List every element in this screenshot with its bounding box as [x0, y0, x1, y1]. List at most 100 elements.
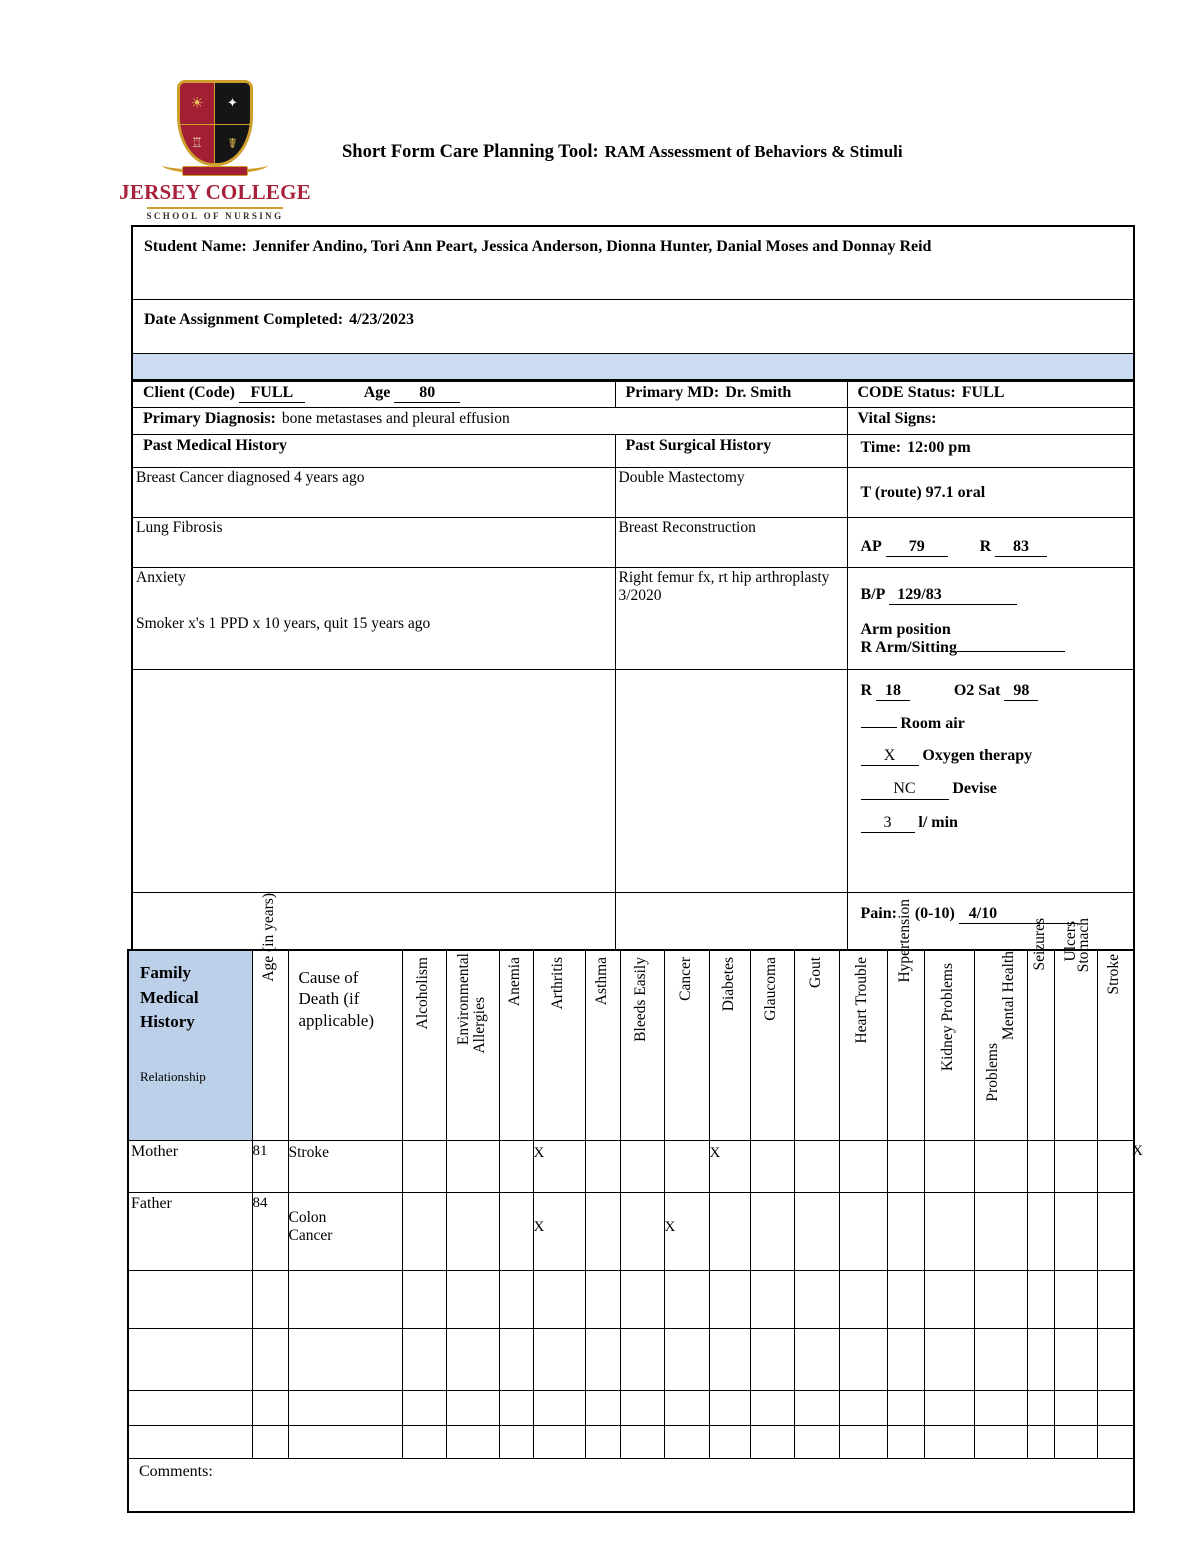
- mark-cell: [886, 1191, 925, 1271]
- pmh-item-cell: Breast Cancer diagnosed 4 years ago: [131, 466, 616, 518]
- fmh-empty-row: [127, 1327, 1135, 1391]
- bp-value: 129/83: [889, 586, 1018, 605]
- mark-cell: [445, 1191, 500, 1271]
- col-label: Allergies: [470, 997, 488, 1054]
- fmh-col-alcoholism: Alcoholism: [401, 949, 447, 1141]
- mark-x: X: [1132, 1142, 1143, 1159]
- document-title: Short Form Care Planning Tool: RAM Assess…: [342, 80, 903, 225]
- mark-cell: [749, 1139, 795, 1193]
- room-air-label: Room air: [900, 714, 965, 732]
- temperature-value: T (route) 97.1 oral: [860, 483, 986, 501]
- mark-cell: [886, 1139, 925, 1193]
- fmh-col-cause-of-death: Cause of Death (if applicable): [287, 949, 403, 1141]
- crest-shield-icon: ☀ ✦ ♖ ☤: [177, 80, 253, 166]
- col-label: Mental Health: [999, 951, 1017, 1041]
- primary-md-cell: Primary MD: Dr. Smith: [614, 379, 848, 408]
- student-name-label: Student Name:: [144, 238, 247, 255]
- col-label: Arthritis: [549, 957, 566, 1010]
- psh-title: Past Surgical History: [625, 436, 772, 454]
- cause-cell: Colon Cancer: [287, 1191, 403, 1271]
- fmh-empty-row: [127, 1389, 1135, 1426]
- flow-value: 3: [860, 814, 915, 834]
- col-label: Diabetes: [719, 957, 737, 1012]
- fmh-col-glaucoma: Glaucoma: [749, 949, 795, 1141]
- fmh-col-seizures: Seizures: [1026, 918, 1055, 1141]
- client-code-row: Client (Code) FULL Age 80 Primary MD: Dr.…: [131, 379, 1135, 408]
- mark-cell: [1053, 1139, 1098, 1193]
- cause-header: Cause of Death (if applicable): [298, 968, 375, 1030]
- mark-cell: [663, 1139, 710, 1193]
- code-status-label: CODE Status:: [857, 383, 956, 401]
- fmh-row-father: Father 84 Colon Cancer X X: [127, 1191, 1135, 1271]
- fmh-col-diabetes: Diabetes: [708, 949, 751, 1141]
- col-label: Alcoholism: [414, 957, 431, 1030]
- client-code-cell: Client (Code) FULL Age 80: [131, 379, 616, 408]
- caduceus-icon: ☤: [215, 124, 250, 163]
- o2sat-label: O2 Sat: [953, 681, 1001, 699]
- mark-cell: [1026, 1139, 1055, 1193]
- bp-label: B/P: [860, 585, 886, 603]
- diagnosis-cell: Primary Diagnosis: bone metastases and pl…: [131, 406, 848, 435]
- mark-cell: [749, 1191, 795, 1271]
- mark-cell: [1026, 1191, 1055, 1271]
- col-label: Kidney Problems: [939, 963, 956, 1072]
- fmh-title-cell: Family Medical History Relationship: [127, 949, 253, 1141]
- student-name-value: Jennifer Andino, Tori Ann Peart, Jessica…: [252, 238, 932, 255]
- mark-cell: X: [708, 1139, 751, 1193]
- diagnosis-row: Primary Diagnosis: bone metastases and pl…: [131, 406, 1135, 435]
- ap-value: 79: [885, 538, 948, 557]
- comments-cell: Comments:: [127, 1457, 1135, 1513]
- document-header: ☀ ✦ ♖ ☤ JERSEY COLLEGE SCHOOL OF NURSING…: [0, 0, 1200, 225]
- relation-cell: Mother: [127, 1139, 253, 1193]
- fmh-col-asthma: Asthma: [584, 949, 621, 1141]
- fmh-col-mental-health-problems: Mental Health Problems: [973, 949, 1028, 1141]
- col-label: Glaucoma: [762, 957, 779, 1021]
- col-label: Bleeds Easily: [632, 957, 649, 1042]
- o2sat-value: 98: [1004, 682, 1039, 701]
- assignment-date-cell: Date Assignment Completed: 4/23/2023: [131, 298, 1135, 354]
- mark-cell: X: [532, 1191, 586, 1271]
- fmh-header-row: Family Medical History Relationship Age …: [127, 893, 1135, 1141]
- time-value: 12:00 pm: [907, 438, 971, 456]
- col-label: Cancer: [676, 957, 694, 1001]
- room-air-blank: [860, 726, 897, 728]
- ap-label: AP: [860, 537, 882, 555]
- pain-label: Pain:: [860, 904, 897, 922]
- pmh-item-cell: Anxiety Smoker x's 1 PPD x 10 years, qui…: [131, 566, 616, 670]
- flow-label: l/ min: [918, 813, 958, 831]
- primary-md-label: Primary MD:: [625, 383, 720, 401]
- pmh-item: Smoker x's 1 PPD x 10 years, quit 15 yea…: [136, 614, 431, 632]
- time-label: Time:: [860, 438, 902, 456]
- pmh-item: Anxiety: [136, 568, 186, 586]
- mark-cell: [401, 1191, 447, 1271]
- psh-item-cell: Double Mastectomy: [614, 466, 848, 518]
- client-age-value: 80: [394, 384, 461, 403]
- oxygen-cell: R 18 O2 Sat 98 Room air X Oxygen therapy…: [846, 668, 1135, 893]
- col-label: Environmental: [454, 953, 472, 1046]
- col-label: Stomach: [1074, 918, 1092, 973]
- mark-cell: [973, 1139, 1028, 1193]
- fmh-title: Family Medical History: [140, 963, 199, 1032]
- comments-label: Comments:: [139, 1462, 213, 1480]
- temperature-cell: T (route) 97.1 oral: [846, 466, 1135, 518]
- mark-cell: X: [663, 1191, 710, 1271]
- pmh-item: Breast Cancer diagnosed 4 years ago: [136, 468, 365, 486]
- fmh-col-cancer: Cancer: [663, 949, 710, 1141]
- mark-cell: [923, 1139, 975, 1193]
- vital-signs-label: Vital Signs:: [857, 409, 937, 427]
- mark-cell: [793, 1139, 840, 1193]
- assignment-date-value: 4/23/2023: [349, 310, 414, 328]
- diagnosis-label: Primary Diagnosis:: [143, 409, 276, 427]
- col-label: Anemia: [506, 957, 523, 1007]
- resp-label: R: [860, 681, 873, 699]
- family-medical-history-table: Family Medical History Relationship Age …: [127, 893, 1143, 1513]
- comments-row: Comments:: [127, 1457, 1135, 1513]
- fmh-col-kidney-problems: Kidney Problems: [923, 949, 975, 1141]
- fmh-empty-row: [127, 1424, 1135, 1459]
- pain-cell: Pain: (0-10) 4/10: [846, 891, 1135, 951]
- mark-cell: [838, 1139, 888, 1193]
- psh-empty-cell: [614, 668, 848, 893]
- mark-cell: [498, 1139, 534, 1193]
- mark-cell: [401, 1139, 447, 1193]
- blue-band: [131, 352, 1135, 382]
